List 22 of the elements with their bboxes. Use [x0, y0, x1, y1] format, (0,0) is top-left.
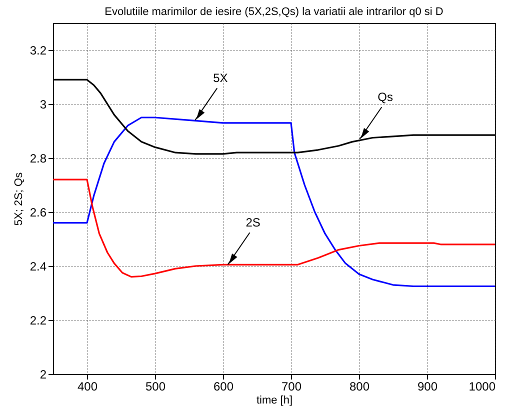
y-tick-label: 2.4: [30, 260, 47, 274]
y-axis-title: 5X; 2S; Qs: [12, 172, 25, 226]
x-tick-label: 800: [349, 380, 370, 394]
x-tick-label: 600: [213, 380, 234, 394]
annotation: Qs: [378, 90, 394, 104]
x-tick-label: 700: [281, 380, 302, 394]
x-tick-label: 400: [77, 380, 98, 394]
x-tick-label: 500: [145, 380, 166, 394]
x-axis-title: time [h]: [256, 394, 293, 406]
y-tick-label: 2.6: [30, 206, 47, 220]
line-series: [53, 116, 495, 288]
y-tick-label: 2.2: [30, 314, 47, 328]
line-series: [53, 178, 495, 278]
annotation: 2S: [246, 216, 260, 230]
y-tick-label: 2.8: [30, 152, 47, 166]
y-tick-label: 3.2: [30, 44, 47, 58]
y-tick-label: 2: [40, 368, 47, 382]
chart-title: Evolutiile marimilor de iesire (5X,2S,Qs) la variatii ale intrarilor q0 si D: [104, 6, 444, 18]
x-tick-label: 1000: [468, 380, 496, 394]
y-tick-label: 3: [40, 98, 47, 112]
annotation: 5X: [213, 71, 228, 86]
x-tick-label: 900: [417, 380, 438, 394]
